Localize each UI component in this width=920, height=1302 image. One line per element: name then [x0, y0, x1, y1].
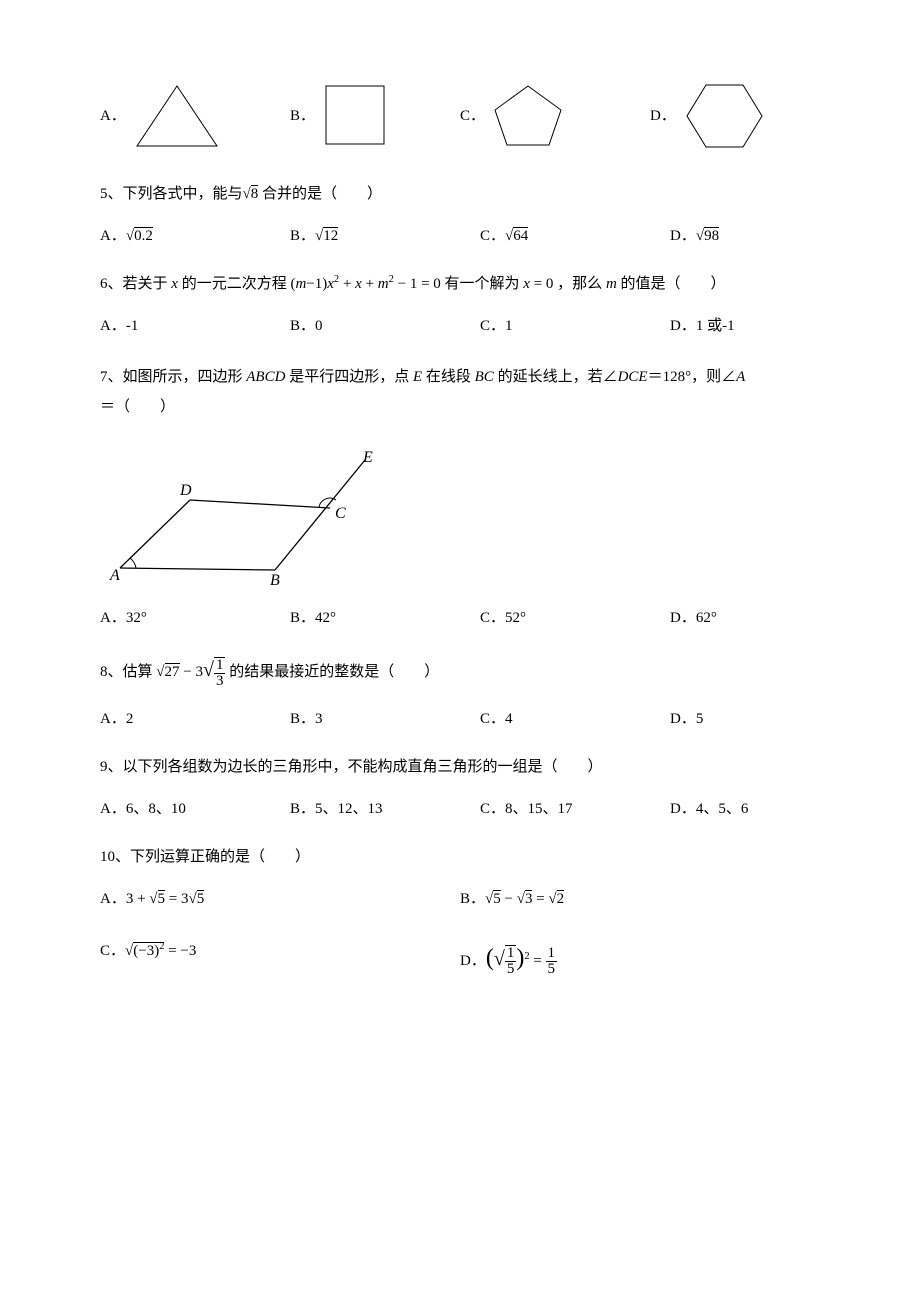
q4-shape-options: A． B． C． D．: [100, 80, 820, 152]
opt-label-c: C．: [460, 104, 485, 128]
q7-figure: A B C D E: [100, 440, 820, 590]
label-D: D: [179, 482, 192, 499]
q5-text: 5、下列各式中，能与√8 合并的是（ ）: [100, 182, 820, 206]
q6-opt-d: D．1 或-1: [670, 314, 735, 338]
q10-opt-d: D．(√15)2 = 15: [460, 939, 557, 978]
q5-opt-c: C．√64: [480, 224, 670, 248]
q9-text: 9、以下列各组数为边长的三角形中，不能构成直角三角形的一组是（ ）: [100, 755, 820, 779]
pentagon-icon: [491, 81, 566, 151]
label-B: B: [270, 572, 280, 589]
q9-opt-a: A．6、8、10: [100, 797, 290, 821]
q9-opt-c: C．8、15、17: [480, 797, 670, 821]
q9-options: A．6、8、10 B．5、12、13 C．8、15、17 D．4、5、6: [100, 797, 820, 821]
opt-label-b: B．: [290, 104, 315, 128]
q6-opt-c: C．1: [480, 314, 670, 338]
label-A: A: [109, 567, 120, 584]
q5-opt-d: D．√98: [670, 224, 719, 248]
q10-options-row1: A．3 + √5 = 3√5 B．√5 − √3 = √2: [100, 887, 820, 911]
q7-opt-c: C．52°: [480, 606, 670, 630]
q5-opt-b: B．√12: [290, 224, 480, 248]
q6-opt-a: A．-1: [100, 314, 290, 338]
opt-label-d: D．: [650, 104, 676, 128]
label-E: E: [362, 449, 373, 466]
q8-opt-a: A．2: [100, 707, 290, 731]
q4-option-d: D．: [650, 80, 767, 152]
q10-opt-b: B．√5 − √3 = √2: [460, 887, 564, 911]
q8-text: 8、估算 √27 − 3√13 的结果最接近的整数是（ ）: [100, 654, 820, 689]
q9-opt-d: D．4、5、6: [670, 797, 748, 821]
q8-opt-c: C．4: [480, 707, 670, 731]
q5-opt-a: A．√0.2: [100, 224, 290, 248]
q10-opt-a: A．3 + √5 = 3√5: [100, 887, 460, 911]
q6-text: 6、若关于 x 的一元二次方程 (m−1)x2 + x + m2 − 1 = 0…: [100, 272, 820, 296]
q5-options: A．√0.2 B．√12 C．√64 D．√98: [100, 224, 820, 248]
label-C: C: [335, 505, 346, 522]
q8-options: A．2 B．3 C．4 D．5: [100, 707, 820, 731]
q9-opt-b: B．5、12、13: [290, 797, 480, 821]
hexagon-icon: [682, 80, 767, 152]
q6-opt-b: B．0: [290, 314, 480, 338]
opt-label-a: A．: [100, 104, 126, 128]
parallelogram-diagram: A B C D E: [100, 440, 400, 590]
q7-opt-b: B．42°: [290, 606, 480, 630]
q6-options: A．-1 B．0 C．1 D．1 或-1: [100, 314, 820, 338]
triangle-icon: [132, 81, 222, 151]
q7-options: A．32° B．42° C．52° D．62°: [100, 606, 820, 630]
square-icon: [321, 81, 391, 151]
q7-text: 7、如图所示，四边形 ABCD 是平行四边形，点 E 在线段 BC 的延长线上，…: [100, 362, 820, 422]
q4-option-c: C．: [460, 81, 650, 151]
q10-options-row2: C．√(−3)2 = −3 D．(√15)2 = 15: [100, 939, 820, 978]
q4-option-a: A．: [100, 81, 290, 151]
q7-opt-a: A．32°: [100, 606, 290, 630]
q8-opt-d: D．5: [670, 707, 703, 731]
q8-opt-b: B．3: [290, 707, 480, 731]
q10-text: 10、下列运算正确的是（ ）: [100, 845, 820, 869]
q10-opt-c: C．√(−3)2 = −3: [100, 939, 460, 978]
q4-option-b: B．: [290, 81, 460, 151]
q7-opt-d: D．62°: [670, 606, 717, 630]
